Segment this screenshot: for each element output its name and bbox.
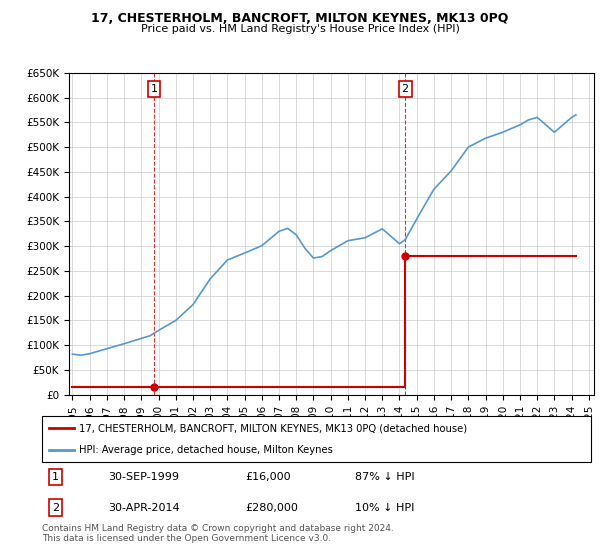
Text: HPI: Average price, detached house, Milton Keynes: HPI: Average price, detached house, Milt… bbox=[79, 445, 333, 455]
Text: 10% ↓ HPI: 10% ↓ HPI bbox=[355, 503, 415, 512]
Text: 17, CHESTERHOLM, BANCROFT, MILTON KEYNES, MK13 0PQ (detached house): 17, CHESTERHOLM, BANCROFT, MILTON KEYNES… bbox=[79, 423, 467, 433]
Text: £16,000: £16,000 bbox=[245, 472, 291, 482]
Text: 2: 2 bbox=[401, 84, 409, 94]
Text: 30-APR-2014: 30-APR-2014 bbox=[108, 503, 179, 512]
Text: 30-SEP-1999: 30-SEP-1999 bbox=[108, 472, 179, 482]
Text: 2: 2 bbox=[52, 503, 59, 512]
Text: 1: 1 bbox=[151, 84, 158, 94]
Text: 87% ↓ HPI: 87% ↓ HPI bbox=[355, 472, 415, 482]
Text: 1: 1 bbox=[52, 472, 59, 482]
Text: 17, CHESTERHOLM, BANCROFT, MILTON KEYNES, MK13 0PQ: 17, CHESTERHOLM, BANCROFT, MILTON KEYNES… bbox=[91, 12, 509, 25]
Text: Contains HM Land Registry data © Crown copyright and database right 2024.
This d: Contains HM Land Registry data © Crown c… bbox=[42, 524, 394, 543]
Text: Price paid vs. HM Land Registry's House Price Index (HPI): Price paid vs. HM Land Registry's House … bbox=[140, 24, 460, 34]
FancyBboxPatch shape bbox=[42, 416, 591, 462]
Text: £280,000: £280,000 bbox=[245, 503, 298, 512]
